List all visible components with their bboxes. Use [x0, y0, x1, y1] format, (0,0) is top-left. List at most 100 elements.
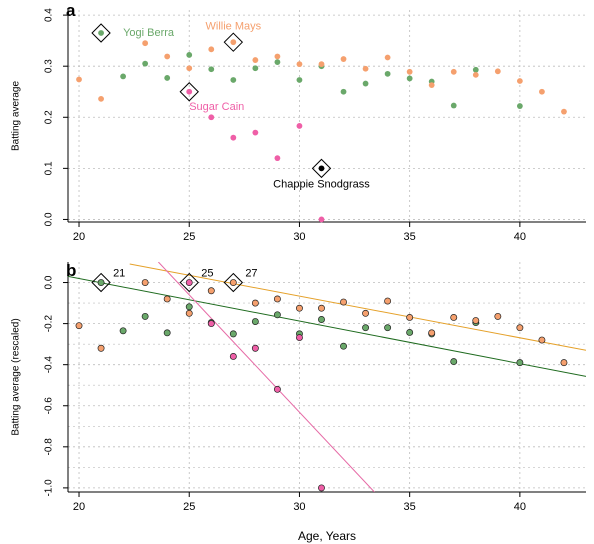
- data-point-willie-mays[interactable]: [163, 295, 171, 303]
- data-point-yogi-berra[interactable]: [208, 66, 215, 73]
- data-point-willie-mays[interactable]: [472, 317, 480, 324]
- y-tick-label: 0.0: [44, 275, 55, 289]
- data-point-willie-mays[interactable]: [251, 299, 259, 307]
- data-point-sugar-cain[interactable]: [318, 216, 325, 223]
- annotation-chappie-snodgrass: Chappie Snodgrass: [273, 179, 370, 191]
- data-point-willie-mays[interactable]: [494, 312, 502, 320]
- data-point-yogi-berra[interactable]: [274, 59, 281, 66]
- data-point-yogi-berra[interactable]: [186, 52, 193, 58]
- data-point-willie-mays[interactable]: [318, 61, 325, 68]
- data-point-willie-mays[interactable]: [164, 53, 171, 60]
- data-point-willie-mays[interactable]: [362, 309, 370, 317]
- data-point-willie-mays[interactable]: [296, 61, 303, 68]
- data-point-willie-mays[interactable]: [516, 324, 524, 332]
- data-point-willie-mays[interactable]: [141, 279, 149, 286]
- data-point-willie-mays[interactable]: [142, 40, 149, 47]
- data-point-yogi-berra[interactable]: [98, 30, 104, 36]
- data-point-yogi-berra[interactable]: [406, 75, 413, 82]
- data-point-willie-mays[interactable]: [428, 82, 435, 88]
- data-point-yogi-berra[interactable]: [97, 279, 105, 286]
- data-point-sugar-cain[interactable]: [318, 484, 325, 492]
- data-point-willie-mays[interactable]: [406, 68, 413, 75]
- data-point-sugar-cain[interactable]: [295, 334, 303, 342]
- data-point-sugar-cain[interactable]: [251, 344, 259, 352]
- data-point-willie-mays[interactable]: [318, 304, 325, 312]
- data-point-yogi-berra[interactable]: [318, 316, 325, 323]
- data-point-willie-mays[interactable]: [450, 313, 458, 321]
- x-tick-label: 20: [73, 501, 85, 513]
- data-point-chappie-snodgrass[interactable]: [318, 165, 325, 172]
- data-point-willie-mays[interactable]: [295, 304, 303, 312]
- data-point-yogi-berra[interactable]: [229, 330, 237, 338]
- data-point-yogi-berra[interactable]: [296, 77, 303, 83]
- data-point-yogi-berra[interactable]: [406, 328, 414, 336]
- data-point-willie-mays[interactable]: [450, 68, 457, 75]
- data-point-willie-mays[interactable]: [384, 54, 391, 61]
- data-point-willie-mays[interactable]: [340, 298, 347, 306]
- data-point-willie-mays[interactable]: [229, 279, 237, 286]
- data-point-yogi-berra[interactable]: [141, 312, 149, 320]
- data-point-yogi-berra[interactable]: [450, 358, 458, 366]
- data-point-yogi-berra[interactable]: [384, 70, 391, 77]
- y-tick-label: 0.2: [44, 110, 55, 124]
- x-tick-label: 30: [293, 231, 305, 243]
- data-point-willie-mays[interactable]: [472, 71, 479, 78]
- data-point-yogi-berra[interactable]: [230, 77, 237, 83]
- data-point-willie-mays[interactable]: [362, 65, 369, 72]
- data-point-sugar-cain[interactable]: [207, 320, 215, 328]
- data-point-willie-mays[interactable]: [516, 78, 523, 84]
- data-point-yogi-berra[interactable]: [450, 102, 457, 109]
- data-point-yogi-berra[interactable]: [362, 324, 370, 332]
- data-point-yogi-berra[interactable]: [163, 329, 171, 337]
- data-point-sugar-cain[interactable]: [208, 114, 215, 121]
- data-point-yogi-berra[interactable]: [384, 324, 392, 332]
- data-point-sugar-cain[interactable]: [185, 279, 193, 286]
- data-point-sugar-cain[interactable]: [230, 134, 237, 141]
- data-point-yogi-berra[interactable]: [119, 327, 127, 335]
- data-point-willie-mays[interactable]: [539, 88, 545, 95]
- data-point-yogi-berra[interactable]: [164, 75, 171, 81]
- data-point-yogi-berra[interactable]: [185, 303, 193, 311]
- data-point-yogi-berra[interactable]: [142, 60, 149, 67]
- data-point-yogi-berra[interactable]: [340, 88, 347, 95]
- data-point-willie-mays[interactable]: [406, 313, 414, 321]
- data-point-sugar-cain[interactable]: [229, 353, 237, 360]
- data-point-yogi-berra[interactable]: [340, 342, 347, 350]
- data-point-willie-mays[interactable]: [75, 322, 83, 330]
- data-point-sugar-cain[interactable]: [296, 123, 303, 129]
- panel-letter: b: [66, 261, 76, 280]
- data-point-yogi-berra[interactable]: [516, 359, 524, 367]
- data-point-yogi-berra[interactable]: [362, 80, 369, 87]
- data-point-yogi-berra[interactable]: [516, 103, 523, 109]
- data-point-willie-mays[interactable]: [560, 359, 568, 367]
- data-point-willie-mays[interactable]: [185, 309, 193, 317]
- data-point-willie-mays[interactable]: [76, 76, 82, 83]
- data-point-willie-mays[interactable]: [230, 39, 237, 46]
- fit-line-yogi-berra: [68, 275, 586, 377]
- data-point-sugar-cain[interactable]: [274, 155, 281, 162]
- data-point-willie-mays[interactable]: [428, 329, 436, 337]
- data-point-willie-mays[interactable]: [186, 65, 193, 72]
- data-point-yogi-berra[interactable]: [120, 73, 127, 80]
- data-point-willie-mays[interactable]: [97, 344, 105, 352]
- data-point-willie-mays[interactable]: [273, 295, 281, 303]
- data-point-willie-mays[interactable]: [207, 287, 215, 295]
- y-tick-label: 0.0: [44, 212, 55, 226]
- data-point-willie-mays[interactable]: [274, 53, 281, 60]
- data-point-willie-mays[interactable]: [561, 108, 567, 115]
- data-point-willie-mays[interactable]: [384, 297, 392, 305]
- fit-lines: [68, 262, 586, 492]
- data-point-willie-mays[interactable]: [538, 336, 546, 344]
- data-point-sugar-cain[interactable]: [252, 129, 259, 136]
- data-point-willie-mays[interactable]: [98, 95, 104, 102]
- data-point-sugar-cain[interactable]: [186, 88, 193, 95]
- data-point-willie-mays[interactable]: [494, 68, 501, 75]
- data-point-yogi-berra[interactable]: [251, 318, 259, 326]
- data-point-willie-mays[interactable]: [208, 46, 215, 53]
- data-point-willie-mays[interactable]: [340, 56, 347, 62]
- data-point-yogi-berra[interactable]: [252, 65, 259, 72]
- data-point-sugar-cain[interactable]: [273, 385, 281, 393]
- data-point-willie-mays[interactable]: [252, 57, 259, 63]
- data-point-yogi-berra[interactable]: [472, 66, 479, 73]
- data-point-yogi-berra[interactable]: [273, 311, 281, 319]
